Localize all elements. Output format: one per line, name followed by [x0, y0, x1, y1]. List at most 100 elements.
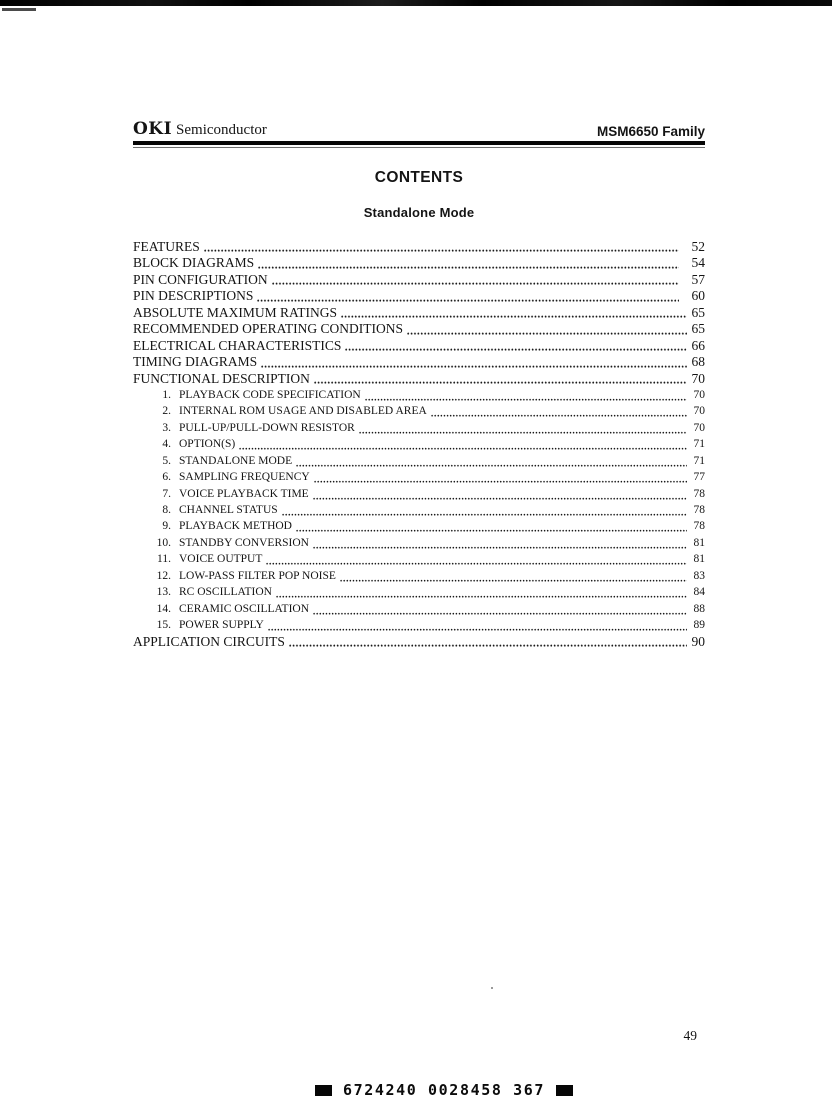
toc-entry-page: 52 — [691, 239, 706, 254]
toc-dot-leader — [341, 314, 687, 319]
toc-entry-page: 84 — [693, 586, 706, 599]
toc-entry-page: 70 — [693, 405, 706, 418]
toc-entry-page: 66 — [691, 337, 706, 353]
toc-entry-label: PIN CONFIGURATION — [133, 271, 268, 287]
toc-entry-number: 14. — [156, 602, 171, 615]
toc-entry-label: PULL-UP/PULL-DOWN RESISTOR — [179, 421, 355, 434]
toc-entry-page: 78 — [693, 487, 706, 500]
toc-entry-number: 9. — [162, 520, 171, 533]
section-subtitle: Standalone Mode — [363, 205, 475, 220]
page-title: CONTENTS — [374, 169, 464, 186]
toc-entry-number: 4. — [162, 438, 171, 451]
toc-dot-leader — [407, 330, 687, 335]
toc-entry-page: 77 — [693, 471, 706, 484]
toc-entry-label: STANDBY CONVERSION — [179, 536, 309, 549]
table-of-contents: FEATURES 52 BLOCK DIAGRAMS 54 PIN CONFIGURAT… — [133, 239, 705, 650]
toc-entry-number: 6. — [162, 471, 171, 484]
scan-artifact-dot — [491, 987, 493, 989]
toc-entry: PIN CONFIGURATION 57 — [133, 272, 705, 288]
toc-entry: TIMING DIAGRAMS 68 — [133, 354, 705, 370]
toc-entry-sub: 9. PLAYBACK METHOD 78 — [133, 518, 705, 534]
page-header: OKI Semiconductor MSM6650 Family — [133, 119, 705, 139]
toc-dot-leader — [288, 642, 687, 647]
toc-entry-page: 57 — [691, 271, 706, 287]
toc-entry-number: 10. — [156, 536, 171, 549]
toc-entry-page: 88 — [693, 602, 706, 615]
toc-entry-label: CHANNEL STATUS — [179, 504, 278, 516]
toc-entry-label: VOICE OUTPUT — [179, 553, 263, 566]
toc-entry-page: 60 — [691, 288, 706, 304]
toc-dot-leader — [313, 379, 687, 384]
scan-artifact-top-bar — [0, 0, 832, 6]
toc-entry: BLOCK DIAGRAMS 54 — [133, 255, 705, 271]
toc-dot-leader — [271, 281, 679, 286]
toc-entry-page: 81 — [693, 536, 706, 549]
toc-entry-label: SAMPLING FREQUENCY — [179, 471, 310, 484]
toc-entry-number: 5. — [162, 454, 171, 467]
toc-entry-page: 70 — [691, 370, 706, 386]
toc-entry-number: 11. — [157, 553, 171, 566]
toc-entry-sub: 8. CHANNEL STATUS 78 — [133, 502, 705, 518]
toc-dot-leader — [281, 511, 687, 516]
toc-entry-label: PIN DESCRIPTIONS — [133, 288, 254, 304]
toc-entry: ELECTRICAL CHARACTERISTICS 66 — [133, 338, 705, 354]
header-rule-thick — [133, 141, 705, 145]
toc-entry-sub: 12. LOW-PASS FILTER POP NOISE 83 — [133, 568, 705, 584]
toc-entry-page: 81 — [693, 553, 706, 566]
toc-entry-label: RECOMMENDED OPERATING CONDITIONS — [133, 321, 403, 337]
toc-dot-leader — [313, 610, 687, 615]
toc-entry-page: 68 — [691, 354, 706, 370]
toc-entry-page: 65 — [691, 304, 706, 320]
doc-code-line: 6724240 0028458 367 — [28, 1081, 832, 1099]
product-family-label: MSM6650 Family — [596, 124, 705, 139]
toc-dot-leader — [296, 462, 687, 467]
toc-entry-label: FEATURES — [133, 239, 200, 254]
toc-entry-number: 1. — [162, 388, 171, 401]
toc-dot-leader — [345, 347, 687, 352]
toc-dot-leader — [261, 363, 687, 368]
toc-entry-sub: 13. RC OSCILLATION 84 — [133, 584, 705, 600]
code-block-right — [555, 1084, 573, 1096]
toc-dot-leader — [267, 627, 687, 631]
toc-entry: FUNCTIONAL DESCRIPTION 70 — [133, 371, 705, 387]
brand-logo-oki: OKI — [133, 119, 173, 139]
toc-entry-page: 83 — [693, 569, 706, 582]
toc-entry-sub: 2. INTERNAL ROM USAGE AND DISABLED AREA 70 — [133, 403, 705, 419]
toc-entry-sub: 6. SAMPLING FREQUENCY 77 — [133, 469, 705, 485]
toc-entry-label: BLOCK DIAGRAMS — [133, 255, 255, 271]
toc-dot-leader — [358, 429, 687, 434]
toc-entry-number: 3. — [162, 421, 171, 434]
toc-entry-label: INTERNAL ROM USAGE AND DISABLED AREA — [179, 405, 427, 418]
toc-entry-sub: 4. OPTION(S) 71 — [133, 436, 705, 452]
toc-entry-sub: 15. POWER SUPPLY 89 — [133, 617, 705, 633]
toc-entry: APPLICATION CIRCUITS 90 — [133, 634, 705, 650]
toc-entry: FEATURES 52 — [133, 239, 705, 255]
toc-dot-leader — [339, 577, 687, 582]
toc-entry-label: POWER SUPPLY — [179, 619, 264, 632]
toc-dot-leader — [312, 544, 687, 549]
toc-entry-page: 78 — [693, 520, 706, 533]
toc-entry-number: 2. — [162, 405, 171, 418]
toc-entry-page: 71 — [693, 438, 706, 451]
toc-entry-label: STANDALONE MODE — [179, 454, 293, 467]
toc-dot-leader — [257, 297, 679, 302]
toc-entry-number: 12. — [156, 569, 171, 582]
toc-entry-sub: 1. PLAYBACK CODE SPECIFICATION 70 — [133, 387, 705, 403]
toc-dot-leader — [430, 413, 687, 418]
toc-entry-page: 70 — [693, 421, 706, 434]
toc-entry-label: VOICE PLAYBACK TIME — [179, 487, 309, 500]
toc-dot-leader — [313, 479, 687, 484]
toc-dot-leader — [203, 248, 679, 253]
toc-entry-label: RC OSCILLATION — [179, 586, 272, 599]
toc-entry-label: APPLICATION CIRCUITS — [133, 633, 285, 649]
toc-dot-leader — [266, 561, 687, 566]
toc-entry-sub: 11. VOICE OUTPUT 81 — [133, 551, 705, 567]
toc-entry-page: 65 — [691, 321, 706, 337]
toc-entry-label: LOW-PASS FILTER POP NOISE — [179, 569, 336, 582]
toc-entry: RECOMMENDED OPERATING CONDITIONS 65 — [133, 321, 705, 337]
toc-entry-sub: 14. CERAMIC OSCILLATION 88 — [133, 601, 705, 617]
toc-entry-label: ABSOLUTE MAXIMUM RATINGS — [133, 304, 338, 320]
page-number: 49 — [683, 1028, 698, 1043]
scan-artifact-chip — [2, 8, 36, 11]
toc-entry-sub: 10. STANDBY CONVERSION 81 — [133, 535, 705, 551]
